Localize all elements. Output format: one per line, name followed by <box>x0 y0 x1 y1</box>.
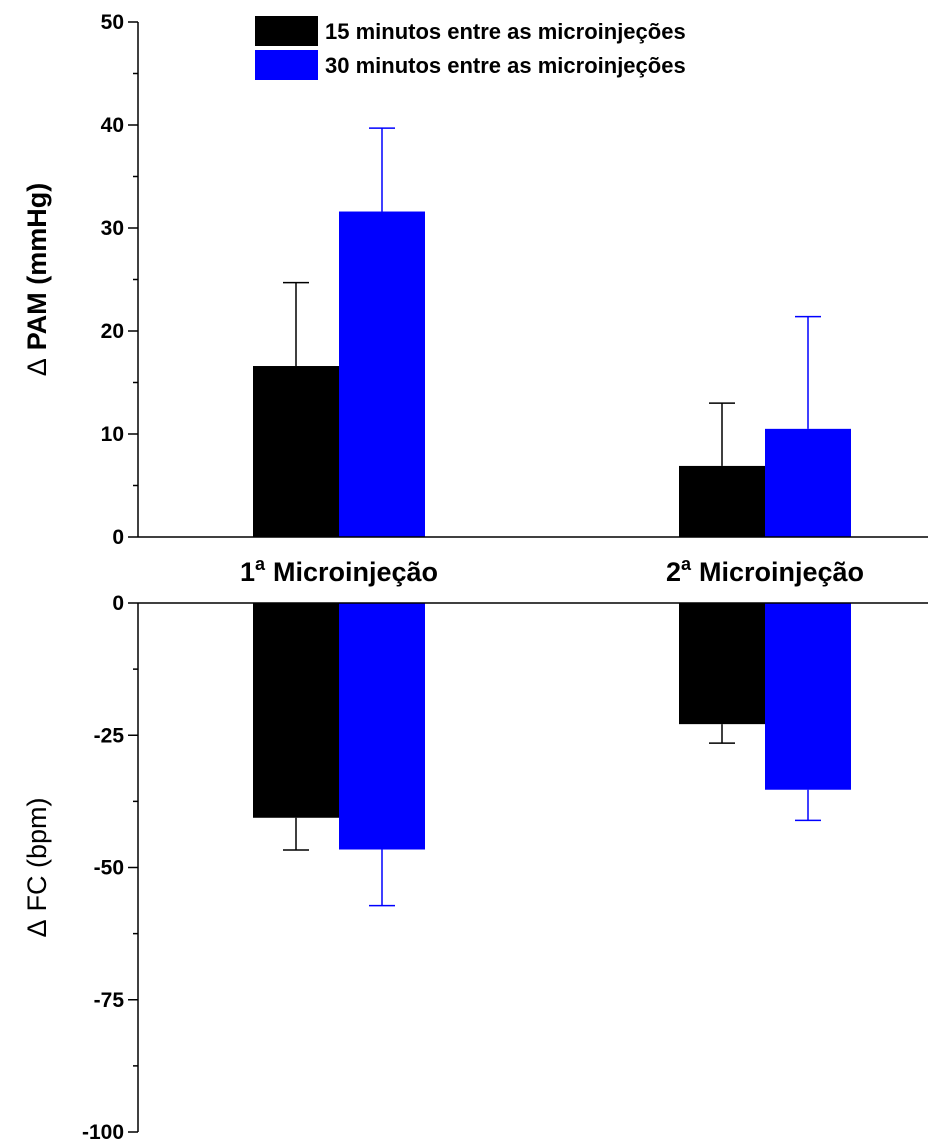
bottom-y-axis-delta-symbol: Δ <box>22 919 52 937</box>
category-superscript: a <box>255 554 266 574</box>
bottom-y-axis-title: Δ FC (bpm) <box>22 797 52 937</box>
legend-label-2: 30 minutos entre as microinjeções <box>325 53 686 78</box>
category-label-1: 1a Microinjeção <box>240 554 438 587</box>
bottom-y-tick-label: -25 <box>94 724 125 747</box>
category-label-2: 2a Microinjeção <box>666 554 864 587</box>
top-y-tick-label: 10 <box>101 423 124 446</box>
top-bar-series2-group2 <box>765 428 851 537</box>
category-superscript: a <box>681 554 692 574</box>
top-y-tick-label: 30 <box>101 217 124 240</box>
legend-swatch-1 <box>255 16 318 46</box>
top-y-tick-label: 40 <box>101 114 124 137</box>
category-suffix: Microinjeção <box>273 557 438 587</box>
top-y-axis-label: PAM (mmHg) <box>22 183 52 350</box>
bottom-y-tick-label: 0 <box>112 592 124 615</box>
legend-swatch-2 <box>255 50 318 80</box>
top-y-tick-label: 50 <box>101 11 124 34</box>
bottom-bar-series2-group1 <box>339 603 425 850</box>
top-y-axis-delta-symbol: Δ <box>22 358 52 376</box>
top-y-axis-title: Δ PAM (mmHg) <box>22 183 52 377</box>
category-number: 1 <box>240 557 255 587</box>
top-bar-series1-group1 <box>253 366 339 537</box>
category-number: 2 <box>666 557 681 587</box>
top-bar-series2-group1 <box>339 211 425 537</box>
legend-label-1: 15 minutos entre as microinjeções <box>325 19 686 44</box>
category-suffix: Microinjeção <box>699 557 864 587</box>
bottom-y-tick-label: -50 <box>94 857 124 880</box>
bottom-bar-series1-group1 <box>253 603 339 818</box>
bottom-y-tick-label: -100 <box>82 1121 124 1144</box>
bottom-y-tick-label: -75 <box>94 989 125 1012</box>
top-bar-series1-group2 <box>679 465 765 537</box>
top-y-tick-label: 0 <box>112 526 124 549</box>
top-y-tick-label: 20 <box>101 320 124 343</box>
bottom-bar-series2-group2 <box>765 603 851 790</box>
bottom-bar-series1-group2 <box>679 603 765 725</box>
bottom-y-axis-label: FC (bpm) <box>22 797 52 911</box>
